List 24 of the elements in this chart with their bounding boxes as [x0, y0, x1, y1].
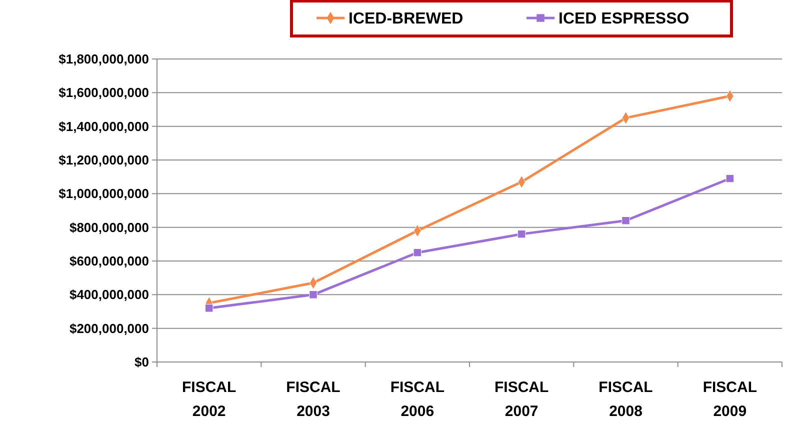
x-tick-label: FISCAL 2007 [494, 379, 549, 420]
x-tick-label: FISCAL 2003 [286, 379, 340, 420]
point [204, 304, 214, 312]
y-tick-label: $1,600,000,000 [58, 85, 149, 100]
y-tick-label: $0 [134, 354, 149, 370]
x-tick-label: FISCAL 2002 [182, 379, 236, 420]
point [622, 216, 630, 225]
y-tick-label: $600,000,000 [69, 254, 149, 269]
point [517, 230, 526, 238]
x-tick-label: FISCAL 2008 [598, 379, 653, 420]
y-tick-label: $400,000,000 [69, 287, 149, 302]
y-tick-label: $800,000,000 [69, 220, 149, 235]
x-tick-label: FISCAL 2009 [702, 379, 758, 420]
point [413, 248, 422, 257]
legend-label: ICED ESPRESSO [558, 10, 690, 28]
x-tick-label: FISCAL 2006 [390, 379, 445, 420]
point [726, 174, 734, 183]
y-tick-label: $1,800,000,000 [58, 52, 149, 67]
y-tick-label: $1,400,000,000 [58, 118, 149, 134]
legend-label: ICED-BREWED [348, 10, 464, 28]
y-tick-label: $1,000,000,000 [58, 186, 149, 202]
y-tick-label: $200,000,000 [69, 320, 149, 336]
point [309, 290, 318, 299]
y-tick-label: $1,200,000,000 [58, 152, 149, 168]
